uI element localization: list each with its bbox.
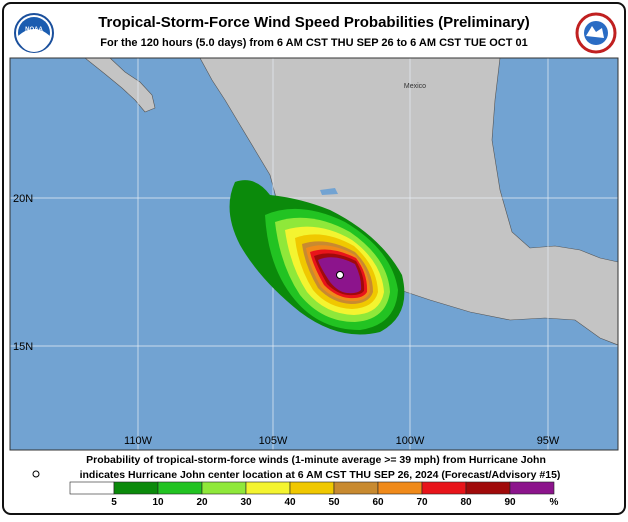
mainland <box>199 58 618 346</box>
probability-contours <box>229 180 405 335</box>
center-symbol <box>32 470 40 478</box>
caption: indicates Hurricane John center location… <box>80 469 561 481</box>
legend-label: 70 <box>416 497 428 508</box>
lat-label: 20N <box>13 193 33 205</box>
legend: 5 10 20 30 40 50 60 70 80 90% <box>69 481 559 508</box>
legend-swatch <box>333 481 379 495</box>
lon-label: 105W <box>259 435 288 447</box>
legend-swatch <box>421 481 467 495</box>
legend-label: 30 <box>240 497 252 508</box>
caption: Probability of tropical-storm-force wind… <box>86 454 546 466</box>
lake <box>320 188 338 195</box>
legend-swatch <box>245 481 291 495</box>
legend-swatch <box>69 481 115 495</box>
lon-label: 100W <box>396 435 425 447</box>
legend-label: 5 <box>111 497 117 508</box>
nws-logo <box>575 12 617 54</box>
legend-label: 20 <box>196 497 208 508</box>
lon-label: 110W <box>124 435 153 447</box>
legend-label: 90 <box>504 497 516 508</box>
lat-label: 15N <box>13 341 33 353</box>
storm-center <box>336 271 344 279</box>
legend-label: 60 <box>372 497 384 508</box>
legend-swatch <box>289 481 335 495</box>
legend-swatch <box>509 481 555 495</box>
legend-swatch <box>201 481 247 495</box>
legend-label: % <box>550 497 559 508</box>
legend-swatch <box>465 481 511 495</box>
map: Mexico 20N 15N 110W 105W 100W 95W <box>9 57 619 451</box>
noaa-logo: NOAA <box>14 13 54 53</box>
legend-label: 50 <box>328 497 340 508</box>
baja-peninsula <box>84 58 156 113</box>
legend-label: 40 <box>284 497 296 508</box>
legend-label: 80 <box>460 497 472 508</box>
legend-swatch <box>377 481 423 495</box>
legend-label: 10 <box>152 497 164 508</box>
legend-swatch <box>113 481 159 495</box>
place-label: Mexico <box>404 83 426 90</box>
logo-text: NOAA <box>25 27 43 33</box>
lon-label: 95W <box>537 435 560 447</box>
legend-swatch <box>157 481 203 495</box>
title: Tropical-Storm-Force Wind Speed Probabil… <box>98 14 530 31</box>
subtitle: For the 120 hours (5.0 days) from 6 AM C… <box>100 37 527 49</box>
